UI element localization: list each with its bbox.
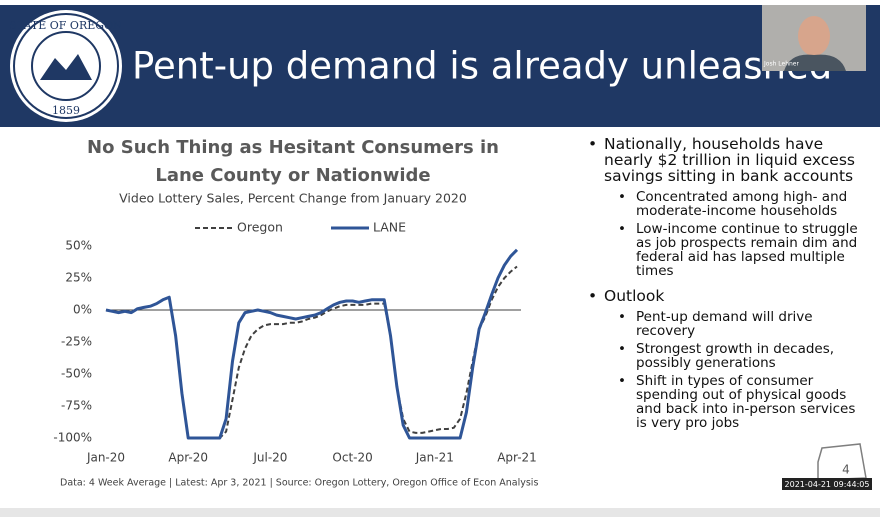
bullet: Nationally, households have nearly $2 tr… [588,136,863,184]
page-number: 4 [842,463,850,477]
slide-title: Pent-up demand is already unleashed [132,45,832,88]
y-tick-label: -50% [61,367,92,381]
series-line [105,248,519,440]
legend-label: Oregon [237,220,283,235]
seal [10,10,122,122]
y-tick-label: 0% [73,303,92,317]
timestamp: 2021-04-21 09:44:05 [785,480,870,489]
y-tick-label: 50% [65,239,92,253]
video-body [784,54,846,71]
x-tick-label: Jan-20 [86,451,125,465]
video-face [798,16,830,56]
bottom-strip [0,508,880,517]
sub-bullet: Strongest growth in decades, possibly ge… [618,342,863,370]
y-tick-label: -100% [53,431,92,445]
x-tick-label: Jan-21 [415,451,454,465]
y-tick-label: -25% [61,335,92,349]
seal-year: 1859 [52,104,80,117]
seal-inner [31,31,101,101]
x-tick-label: Apr-20 [168,451,208,465]
sub-bullet: Low-income continue to struggle as job p… [618,222,863,278]
bullet-list: Nationally, households have nearly $2 tr… [588,136,863,434]
timestamp-background [782,478,872,490]
sub-bullet: Concentrated among high- and moderate-in… [618,190,863,218]
x-tick-label: Apr-21 [497,451,537,465]
sub-bullet: Pent-up demand will drive recovery [618,310,863,338]
sub-bullet: Shift in types of consumer spending out … [618,374,863,430]
y-tick-label: -75% [61,399,92,413]
chart-source: Data: 4 Week Average | Latest: Apr 3, 20… [60,478,538,489]
header-banner [0,5,880,127]
seal-text: STATE OF OREGON [9,19,123,32]
legend-label: LANE [373,220,406,235]
chart-title-line-1: No Such Thing as Hesitant Consumers in La… [87,137,499,186]
x-tick-label: Jul-20 [252,451,287,465]
seal-ring [13,13,119,119]
seal-icon [40,54,92,80]
chart-subtitle: Video Lottery Sales, Percent Change from… [119,191,467,206]
x-tick-label: Oct-20 [332,451,372,465]
y-tick-label: 25% [65,271,92,285]
bullet: Outlook [588,288,863,304]
video-name: Josh Lehner [763,61,800,68]
series-line [105,265,518,439]
